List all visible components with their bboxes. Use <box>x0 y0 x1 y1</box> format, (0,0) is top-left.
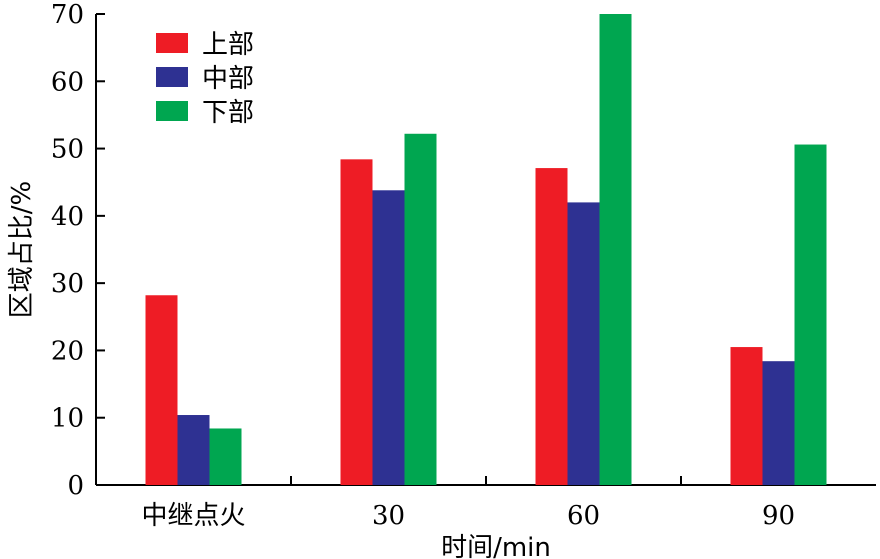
bar-3-1 <box>209 428 242 485</box>
x-tick-label: 中继点火 <box>141 501 245 531</box>
legend-swatch <box>156 33 188 53</box>
y-tick-label: 10 <box>51 404 84 434</box>
bar-2-3 <box>567 202 600 485</box>
bar-1-2 <box>340 159 373 485</box>
bar-3-2 <box>404 133 437 486</box>
y-axis-title: 区域占比/% <box>7 181 37 318</box>
bar-1-4 <box>730 347 763 485</box>
y-tick-label: 70 <box>51 0 84 30</box>
bar-3-3 <box>599 14 632 485</box>
bar-2-4 <box>762 361 795 485</box>
y-tick-label: 50 <box>51 135 84 165</box>
y-tick-label: 0 <box>67 471 84 501</box>
y-tick-label: 40 <box>51 202 84 232</box>
x-tick-label: 30 <box>372 501 405 531</box>
legend-label: 中部 <box>202 64 254 94</box>
legend-label: 下部 <box>202 98 254 128</box>
bar-2-2 <box>372 190 405 485</box>
bar-2-1 <box>177 415 210 485</box>
x-tick-label: 90 <box>762 501 795 531</box>
bars <box>145 14 827 486</box>
y-tick-label: 20 <box>51 336 84 366</box>
legend-label: 上部 <box>202 30 254 60</box>
bar-1-3 <box>535 168 568 485</box>
legend-swatch <box>156 67 188 87</box>
legend-swatch <box>156 101 188 121</box>
y-tick-label: 30 <box>51 269 84 299</box>
x-axis-title: 时间/min <box>441 533 551 559</box>
axes: 0 10 20 30 40 50 60 70 中继点火 30 60 90 <box>51 0 876 531</box>
y-tick-label: 60 <box>51 67 84 97</box>
x-tick-label: 60 <box>567 501 600 531</box>
bar-3-4 <box>794 144 827 485</box>
bar-1-1 <box>145 295 178 485</box>
